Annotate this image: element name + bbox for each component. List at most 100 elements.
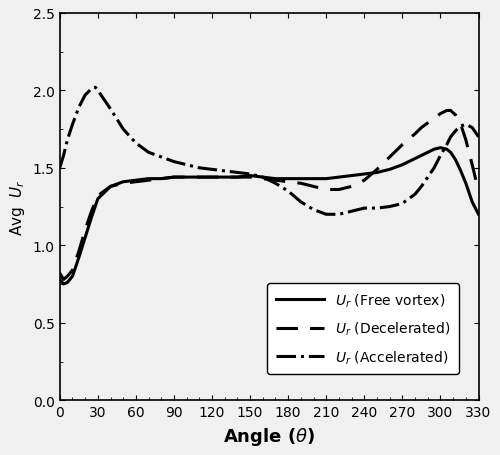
$U_r$ (Decelerated) [64,274,70,279]
$U_r$ (Accelerated) [469,126,475,131]
$U_r$ (Accelerated) [431,166,437,171]
$U_r$ (Free vortex) [348,173,354,179]
$U_r$ (Decelerated) [463,138,469,143]
$U_r$ (Accelerated) [158,155,164,160]
$U_r$ (Accelerated) [374,206,380,212]
$U_r$ (Free vortex) [146,177,152,182]
$U_r$ (Accelerated) [362,206,368,212]
$U_r$ (Accelerated) [76,106,82,111]
$U_r$ (Decelerated) [324,187,330,193]
$U_r$ (Free vortex) [285,177,291,182]
$U_r$ (Accelerated) [209,167,215,173]
$U_r$ (Accelerated) [458,124,464,129]
$U_r$ (Decelerated) [133,180,139,185]
$U_r$ (Accelerated) [120,127,126,132]
$U_r$ (Decelerated) [285,180,291,185]
$U_r$ (Decelerated) [158,177,164,182]
$U_r$ (Accelerated) [234,170,240,176]
$U_r$ (Decelerated) [76,249,82,255]
$U_r$ (Accelerated) [57,166,63,171]
$U_r$ (Free vortex) [418,153,424,159]
$U_r$ (Accelerated) [222,169,228,174]
$U_r$ (Accelerated) [348,209,354,214]
$U_r$ (Free vortex) [209,175,215,181]
$U_r$ (Decelerated) [425,121,431,126]
$U_r$ (Decelerated) [146,178,152,183]
$U_r$ (Free vortex) [57,277,63,283]
$U_r$ (Decelerated) [400,142,406,148]
$U_r$ (Accelerated) [184,162,190,168]
$U_r$ (Accelerated) [133,141,139,147]
$U_r$ (Decelerated) [458,122,464,128]
$U_r$ (Decelerated) [298,181,304,187]
$U_r$ (Free vortex) [196,175,202,181]
$U_r$ (Free vortex) [82,235,88,241]
$U_r$ (Free vortex) [108,184,114,190]
$U_r$ (Free vortex) [386,167,392,173]
$U_r$ (Free vortex) [76,255,82,261]
$U_r$ (Decelerated) [247,175,253,181]
$U_r$ (Free vortex) [310,177,316,182]
$U_r$ (Accelerated) [171,160,177,165]
$U_r$ (Accelerated) [60,153,66,159]
$U_r$ (Free vortex) [362,172,368,177]
$U_r$ (Decelerated) [374,167,380,173]
$U_r$ (Decelerated) [469,162,475,168]
$U_r$ (Free vortex) [184,175,190,181]
$U_r$ (Decelerated) [234,175,240,181]
$U_r$ (Accelerated) [452,129,458,134]
$U_r$ (Free vortex) [336,175,342,181]
$U_r$ (Free vortex) [120,180,126,185]
$U_r$ (Decelerated) [310,184,316,190]
$U_r$ (Decelerated) [95,193,101,199]
$U_r$ (Accelerated) [412,192,418,197]
$U_r$ (Decelerated) [108,184,114,190]
$U_r$ (Free vortex) [463,181,469,187]
$U_r$ (Accelerated) [92,85,98,91]
$U_r$ (Accelerated) [272,181,278,187]
Line: $U_r$ (Accelerated): $U_r$ (Accelerated) [60,88,478,215]
$U_r$ (Accelerated) [425,175,431,181]
$U_r$ (Decelerated) [70,268,75,273]
$U_r$ (Decelerated) [452,113,458,119]
$U_r$ (Accelerated) [70,122,75,128]
$U_r$ (Accelerated) [285,189,291,194]
$U_r$ (Accelerated) [310,207,316,213]
$U_r$ (Free vortex) [448,150,454,156]
$U_r$ (Decelerated) [336,187,342,193]
$U_r$ (Decelerated) [260,177,266,182]
$U_r$ (Decelerated) [184,175,190,181]
$U_r$ (Decelerated) [412,131,418,137]
$U_r$ (Free vortex) [469,200,475,205]
$U_r$ (Free vortex) [324,177,330,182]
$U_r$ (Accelerated) [448,135,454,140]
$U_r$ (Decelerated) [120,181,126,187]
$U_r$ (Free vortex) [234,175,240,181]
$U_r$ (Free vortex) [88,215,94,221]
$U_r$ (Decelerated) [431,116,437,121]
$U_r$ (Decelerated) [82,228,88,233]
$U_r$ (Decelerated) [209,175,215,181]
$U_r$ (Accelerated) [438,153,444,159]
$U_r$ (Free vortex) [64,280,70,286]
$U_r$ (Free vortex) [425,150,431,156]
$U_r$ (Decelerated) [348,184,354,190]
$U_r$ (Accelerated) [463,122,469,128]
$U_r$ (Decelerated) [88,209,94,214]
$U_r$ (Free vortex) [260,175,266,181]
Y-axis label: Avg  $U_r$: Avg $U_r$ [8,179,28,236]
$U_r$ (Decelerated) [196,175,202,181]
$U_r$ (Decelerated) [222,175,228,181]
$U_r$ (Decelerated) [448,108,454,114]
X-axis label: Angle ($\theta$): Angle ($\theta$) [223,425,316,447]
$U_r$ (Free vortex) [298,177,304,182]
$U_r$ (Accelerated) [82,93,88,98]
$U_r$ (Accelerated) [298,200,304,205]
$U_r$ (Decelerated) [60,277,66,283]
$U_r$ (Decelerated) [444,108,450,114]
$U_r$ (Free vortex) [222,175,228,181]
$U_r$ (Accelerated) [476,135,482,140]
$U_r$ (Accelerated) [260,175,266,181]
$U_r$ (Decelerated) [438,111,444,117]
$U_r$ (Decelerated) [418,126,424,131]
